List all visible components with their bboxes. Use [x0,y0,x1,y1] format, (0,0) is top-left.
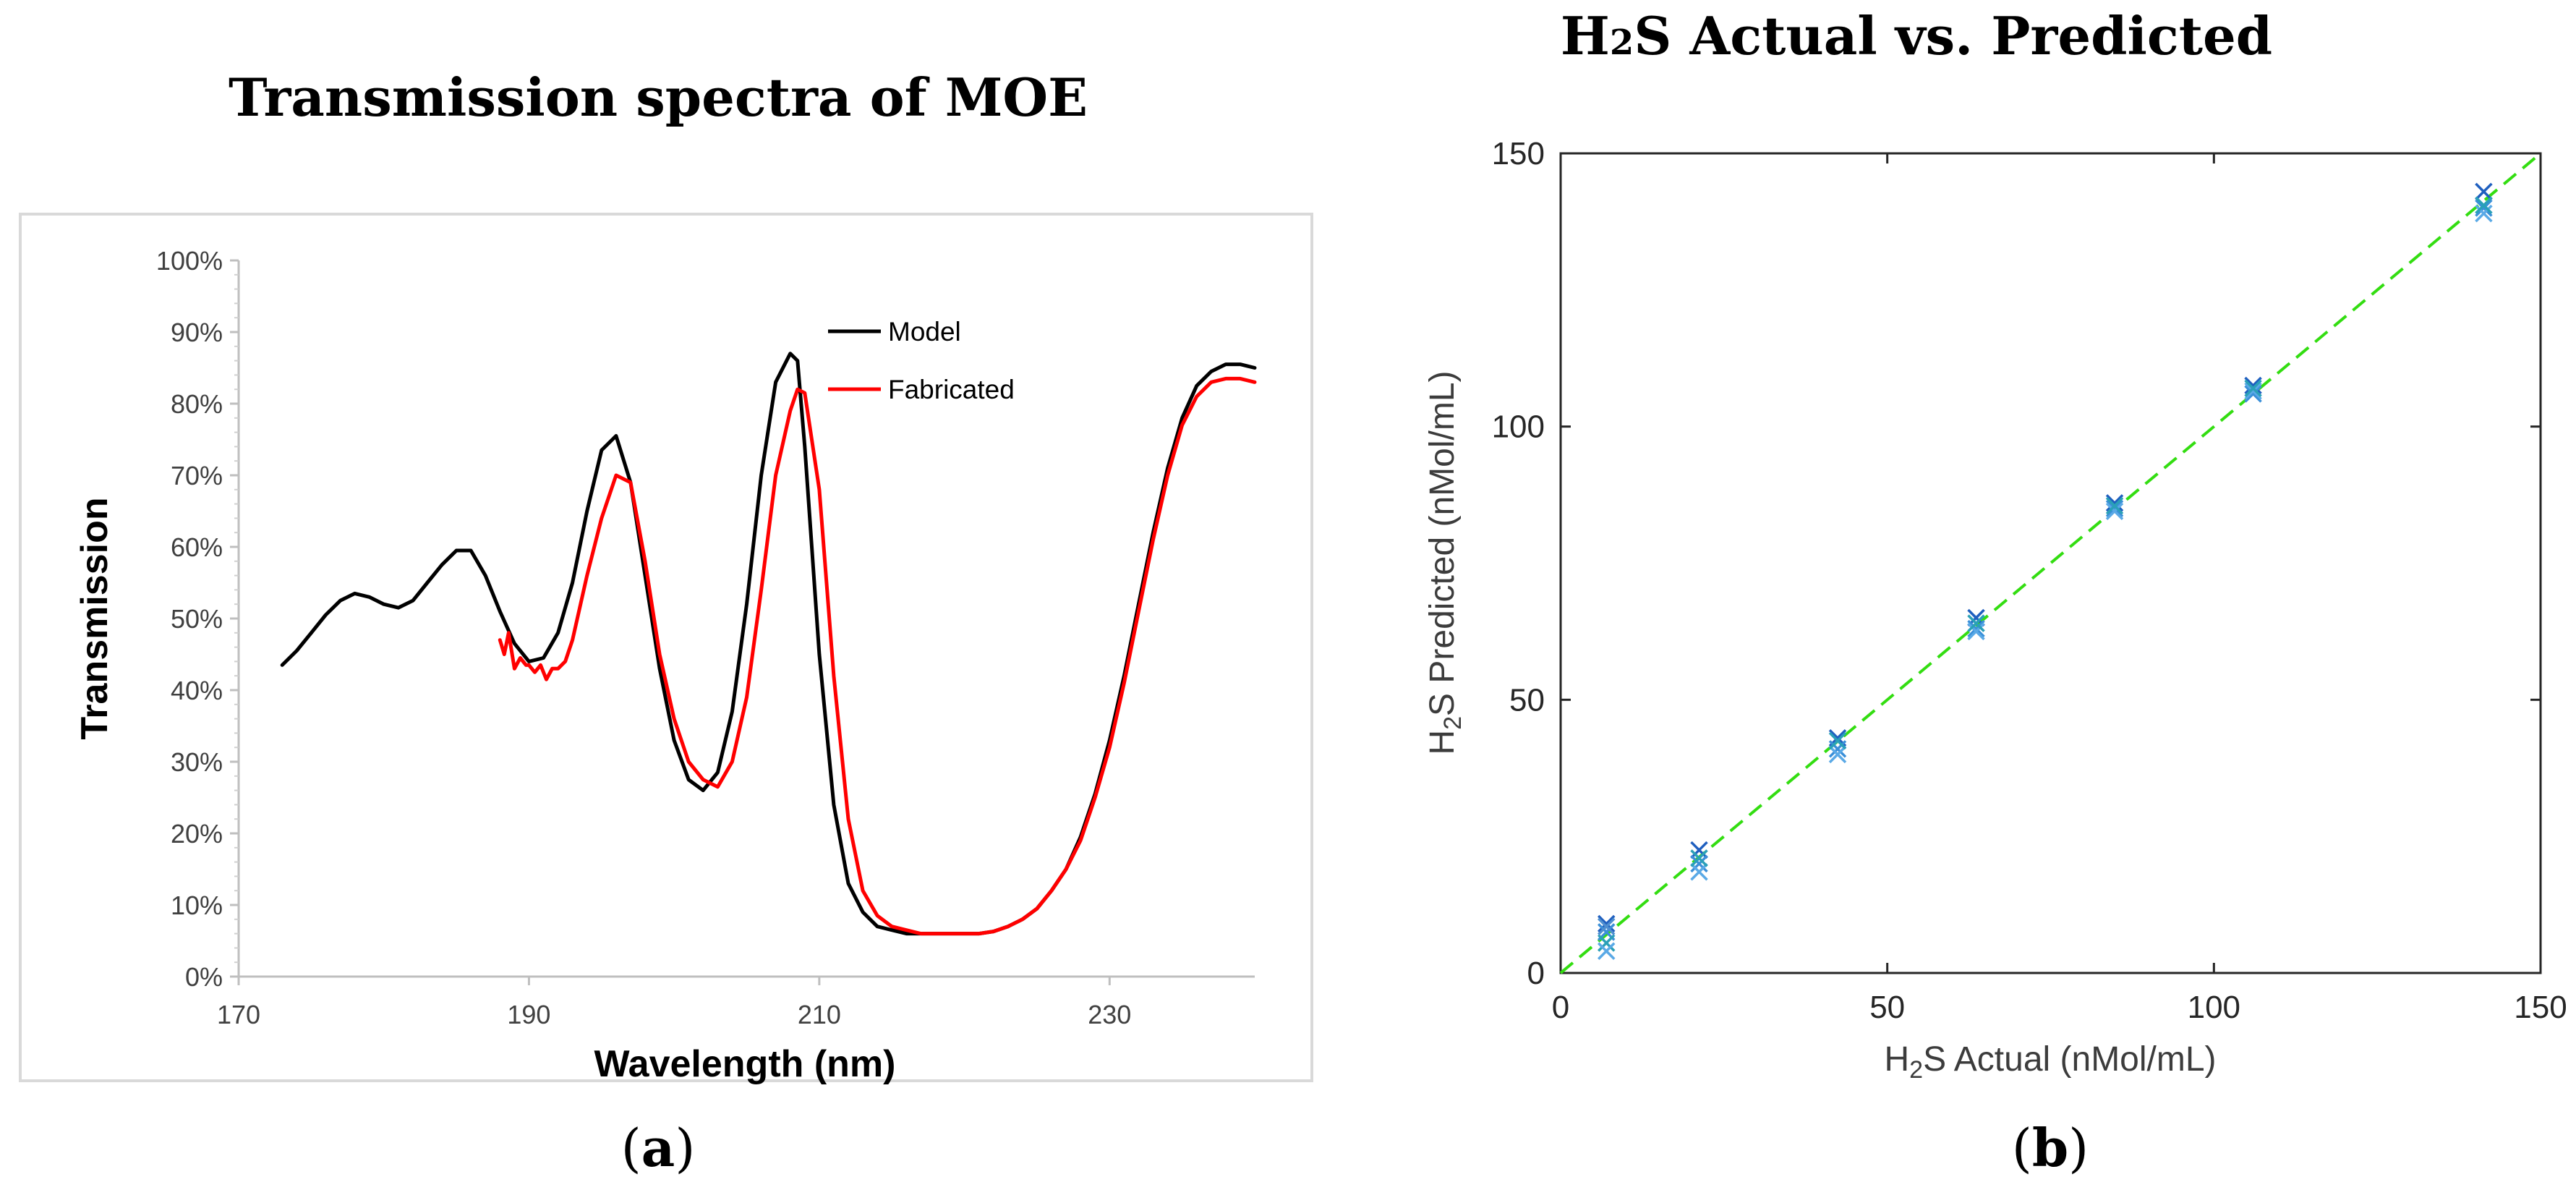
scatter-point [1597,942,1616,961]
chart-a-caption: (a) [621,1117,696,1178]
legend-label-model: Model [888,317,961,347]
chart-b-x-tick-label: 150 [2514,990,2567,1025]
chart-b-caption: (b) [2012,1117,2089,1178]
scatter-point [1690,841,1708,859]
chart-a-y-tick-label: 0% [185,962,223,992]
chart-a-y-tick-label: 70% [171,461,223,490]
chart-a-y-tick-label: 20% [171,819,223,849]
scatter-point [1690,863,1708,881]
scatter-point [1690,854,1708,873]
scatter-point [1967,622,1985,641]
scatter-point [1828,740,1847,758]
chart-b-x-tick-label: 0 [1552,990,1569,1025]
chart-a-x-tick-label: 230 [1088,1000,1131,1029]
scatter-point [2105,496,2124,515]
scatter-point [2244,379,2262,398]
chart-a-y-tick-label: 60% [171,532,223,562]
scatter-point [2244,376,2262,395]
scatter-point [2105,494,2124,512]
scatter-point [1828,731,1847,750]
scatter-point [2475,182,2493,201]
chart-b-y-tick-label: 100 [1492,409,1545,445]
panel-a: Transmission spectra of MOE 0% 10% 20% 30% 4… [19,67,1313,1178]
chart-a-legend: Model Fabricated [828,317,1015,404]
chart-a-x-tick-label: 190 [507,1000,550,1029]
scatter-point [2244,385,2262,403]
scatter-point [1597,914,1616,933]
chart-a-y-tick-label: 50% [171,604,223,634]
chart-a-x-label: Wavelength (nm) [594,1043,896,1085]
chart-a-y-tick-label: 90% [171,318,223,347]
scatter-point [1597,934,1616,952]
panel-b: H2S Actual vs. Predicted 0 50 100 150 0 50 100… [1423,5,2567,1178]
chart-b-reference-line [1559,152,2542,974]
scatter-point [2475,199,2493,217]
chart-a-y-tick-label: 100% [156,246,223,276]
caption-letter-a: a [641,1117,675,1178]
chart-b-ticks: 0 50 100 150 0 50 100 150 [1492,136,2567,1025]
chart-b-y-tick-label: 150 [1492,136,1545,171]
chart-b-x-tick-label: 50 [1869,990,1905,1025]
chart-a-y-label: Transmission [74,497,116,739]
chart-a-series [280,352,1257,936]
chart-a-y-tick-label: 40% [171,676,223,705]
chart-a-y-tick-label: 30% [171,747,223,777]
scatter-point [1967,619,1985,638]
chart-a-y-tick-label: 80% [171,389,223,419]
chart-b-y-tick-label: 50 [1509,682,1545,718]
series-line-fabricated [498,376,1257,936]
chart-b-y-label: H2S Predicted (nMol/mL) [1423,370,1467,755]
scatter-point [1690,849,1708,867]
legend-label-fabricated: Fabricated [888,375,1015,404]
chart-b-points [1597,182,2493,961]
chart-a-y-ticks: 0% 10% 20% 30% 40% 50% 60% 70% 80% 90% 100% [156,246,239,992]
chart-a-x-tick-label: 170 [217,1000,260,1029]
scatter-point [1828,745,1847,764]
chart-b-title: H2S Actual vs. Predicted [1561,5,2272,67]
scatter-point [2244,382,2262,400]
chart-a-y-tick-label: 10% [171,891,223,920]
chart-b-x-label: H2S Actual (nMol/mL) [1884,1040,2216,1084]
chart-a-title: Transmission spectra of MOE [229,67,1088,128]
chart-b-y-tick-label: 0 [1527,956,1545,991]
scatter-point [2105,499,2124,518]
caption-letter-b: b [2032,1117,2068,1178]
scatter-point [2475,196,2493,214]
chart-a-x-ticks: 170 190 210 230 [217,977,1131,1029]
scatter-point [2475,204,2493,223]
chart-a-x-tick-label: 210 [798,1000,841,1029]
scatter-point [1597,917,1616,936]
scatter-point [2105,502,2124,520]
chart-b-x-tick-label: 100 [2188,990,2240,1025]
scatter-point [1967,614,1985,632]
chart-a-axes: 0% 10% 20% 30% 40% 50% 60% 70% 80% 90% 100% 170 190… [156,246,1255,1029]
